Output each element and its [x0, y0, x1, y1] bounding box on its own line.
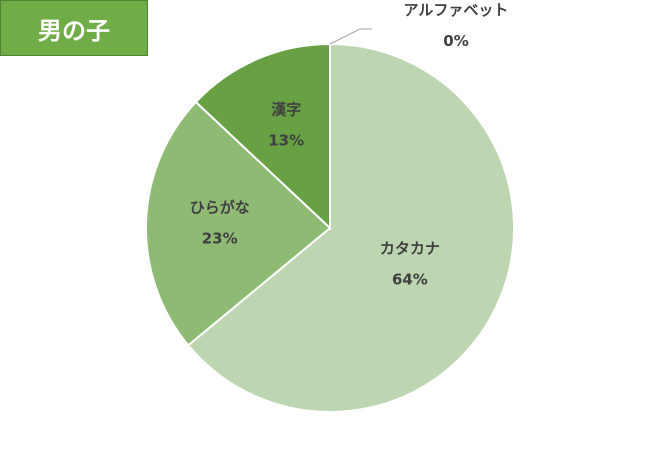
slice-category-label-2: 漢字 [271, 101, 301, 119]
pie-slice-1 [145, 100, 332, 347]
pie-slice-2 [194, 42, 331, 231]
slice-category-label-0: カタカナ [380, 240, 440, 258]
slice-category-label-3: アルファベット [404, 1, 509, 19]
slice-value-label-1: 23% [202, 230, 238, 248]
slice-value-label-0: 64% [392, 271, 428, 289]
slice-value-label-2: 13% [268, 132, 304, 150]
chart-title: 男の子 [38, 16, 110, 45]
slice-category-label-1: ひらがな [190, 199, 250, 217]
leader-line-3 [329, 28, 372, 45]
slice-value-label-3: 0% [443, 32, 468, 50]
data-labels: カタカナ 64% ひらがな 23% 漢字 13% アルファベット 0% [190, 1, 509, 289]
leader-lines [329, 28, 372, 45]
pie-slices [145, 42, 515, 413]
chart-title-badge: 男の子 [0, 0, 148, 56]
pie-slice-0 [186, 42, 515, 413]
